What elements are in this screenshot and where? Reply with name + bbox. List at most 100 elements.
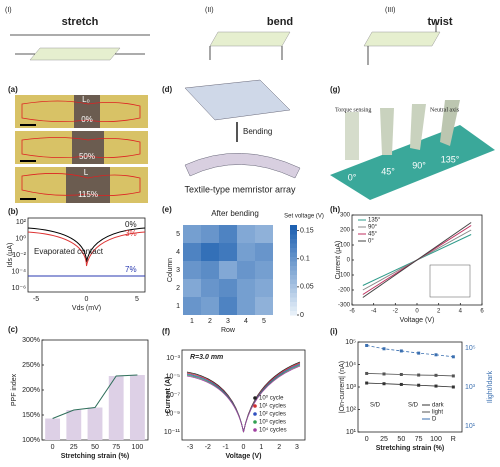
y-tick-label: 10⁻⁹ [166, 410, 180, 417]
caption: Textile-type memristor array [184, 184, 296, 194]
annotation: Torque sensing [335, 107, 371, 113]
bar [380, 108, 394, 155]
legend-label: light [432, 410, 443, 416]
bar [87, 407, 103, 440]
outline [21, 100, 141, 122]
y-axis-label: Ids (μA) [7, 243, 14, 268]
colorbar-step [290, 270, 297, 275]
x-tick-label: 100 [132, 444, 144, 451]
curve-label: 7% [125, 265, 137, 274]
x-tick-label: 3 [295, 444, 299, 451]
y2-tick-label: 10³ [465, 384, 476, 391]
y2-tick-label: 10⁵ [465, 345, 476, 352]
y-tick-label: 10⁻⁶ [12, 285, 26, 292]
chart-title: After bending [211, 209, 259, 218]
x-axis-label: Stretching strain (%) [61, 453, 129, 460]
annotation: 0% [81, 115, 93, 124]
y-tick-label: -200 [338, 288, 351, 294]
y-axis-label: |On-current| (nA) [339, 361, 346, 413]
y-tick-label: 10² [346, 406, 357, 413]
colorbar-step [290, 243, 297, 248]
marker [382, 382, 386, 386]
micrograph-group [15, 95, 148, 203]
x-tick-label: 100 [430, 436, 442, 443]
marker [399, 349, 403, 353]
annotation: 115% [78, 190, 98, 199]
y2-tick-label: 10¹ [465, 423, 476, 430]
angle-label: 90° [412, 160, 426, 170]
y2-axis-label: Ilight/Idark [487, 370, 494, 403]
colorbar-tick-label: 0.15 [300, 227, 314, 234]
legend-label: 10⁰ cycle [259, 395, 284, 402]
marker [434, 373, 438, 377]
band [74, 95, 100, 128]
y-tick-label: 300% [22, 337, 40, 344]
panel-label: (i) [330, 327, 338, 336]
y-tick-label: 200 [340, 228, 351, 234]
x-tick-label: 0 [415, 309, 419, 315]
marker [451, 374, 455, 378]
y-tick-label: 10⁻⁵ [166, 373, 180, 380]
legend-marker [253, 396, 257, 400]
y-tick-label: 10³ [346, 384, 357, 391]
colorbar-step [290, 288, 297, 293]
colorbar-step [290, 225, 297, 230]
y-tick-label: 10² [16, 219, 27, 226]
bar [440, 100, 460, 146]
heatmap-cell [183, 261, 201, 279]
legend-label: 45° [368, 232, 378, 238]
y-tick-label: 250% [22, 362, 40, 369]
x-axis-label: Vds (mV) [72, 305, 101, 312]
x-tick-label: 1 [190, 318, 194, 325]
panel-label: (d) [162, 85, 173, 94]
bar [45, 418, 61, 440]
heatmap-cell [237, 279, 255, 297]
marker [365, 343, 369, 347]
colorbar-step [290, 256, 297, 262]
marker [399, 382, 403, 386]
array-bent [184, 153, 301, 179]
annotation: 50% [79, 152, 95, 161]
colorbar-step [290, 310, 297, 316]
heatmap-cell [237, 297, 255, 315]
y-tick-label: 10⁵ [345, 339, 356, 346]
heatmap-cell [237, 243, 255, 261]
colorbar-step [290, 279, 297, 284]
array-flat [184, 79, 291, 121]
film [29, 47, 121, 61]
heatmap-cell [183, 243, 201, 261]
marker [399, 372, 403, 376]
x-axis-label: Row [221, 327, 236, 334]
y-tick-label: 100 [340, 243, 351, 249]
inset [429, 264, 471, 298]
panel-label: (e) [162, 205, 172, 214]
colorbar-step [290, 292, 297, 298]
curve-label: 0% [125, 220, 137, 229]
y-tick-label: 5 [176, 231, 180, 238]
panel-label: (c) [8, 325, 18, 334]
line [52, 374, 138, 419]
heatmap-cell [237, 261, 255, 279]
colorbar-tick-label: 0 [300, 312, 304, 319]
marker [382, 372, 386, 376]
heatmap-cell [255, 261, 273, 279]
x-tick-label: 4 [244, 318, 248, 325]
legend-label: 10¹ cycles [259, 404, 286, 410]
y-tick-label: 10⁻⁴ [12, 268, 27, 275]
twist-illustration [330, 100, 495, 200]
x-tick-label: 50 [91, 444, 99, 451]
axes-frame [181, 349, 306, 441]
marker [451, 355, 455, 359]
heatmap-cell [201, 297, 219, 315]
y-tick-label: 150% [22, 412, 40, 419]
colorbar-tick-label: 0.1 [300, 256, 310, 263]
film [209, 31, 291, 47]
curve-label: 3% [125, 229, 137, 238]
x-tick-label: 25 [380, 436, 388, 443]
annotation: S/D [370, 403, 381, 409]
line [362, 222, 472, 298]
x-tick-label: 25 [70, 444, 78, 451]
annotation: R=3.0 mm [190, 354, 223, 361]
outline [21, 137, 141, 158]
